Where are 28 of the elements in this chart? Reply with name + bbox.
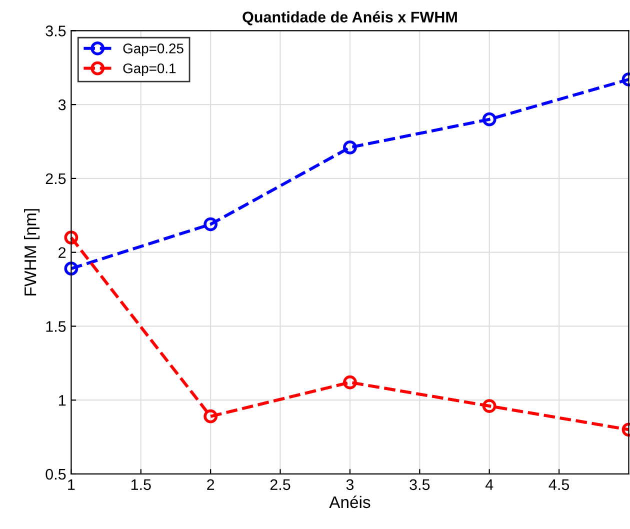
x-axis-title: Anéis bbox=[329, 496, 370, 508]
y-tick-label: 1.5 bbox=[46, 321, 66, 332]
y-tick-label: 2 bbox=[58, 247, 66, 258]
x-tick-label: 2 bbox=[207, 479, 214, 490]
point bbox=[482, 399, 496, 413]
x-tick-label: 4.5 bbox=[548, 479, 570, 490]
x-tick-label: 1 bbox=[68, 479, 75, 490]
legend-label: Gap=0.25 bbox=[123, 44, 184, 56]
x-tick-label: 2.5 bbox=[270, 479, 290, 490]
point bbox=[343, 140, 357, 154]
point bbox=[482, 112, 496, 126]
y-tick-label: 3 bbox=[58, 99, 66, 110]
point bbox=[64, 262, 78, 276]
y-tick-label: 0.5 bbox=[46, 468, 66, 480]
point bbox=[204, 409, 218, 424]
x-tick-label: 1.5 bbox=[131, 479, 151, 490]
x-tick-label: 4 bbox=[485, 479, 494, 490]
y-axis-title: FWHM [ηm] bbox=[24, 209, 40, 296]
point bbox=[64, 230, 78, 244]
legend-label: Gap=0.1 bbox=[123, 63, 176, 76]
point bbox=[204, 217, 218, 232]
point bbox=[343, 375, 357, 390]
y-tick-label: 3.5 bbox=[46, 26, 66, 36]
y-tick-label: 2.5 bbox=[46, 173, 66, 184]
x-tick-label: 3 bbox=[346, 479, 354, 490]
y-tick-label: 1 bbox=[59, 395, 66, 406]
x-tick-label: 3.5 bbox=[410, 479, 430, 490]
chart-title: Quantidade de Anéis x FWHM bbox=[242, 11, 457, 26]
